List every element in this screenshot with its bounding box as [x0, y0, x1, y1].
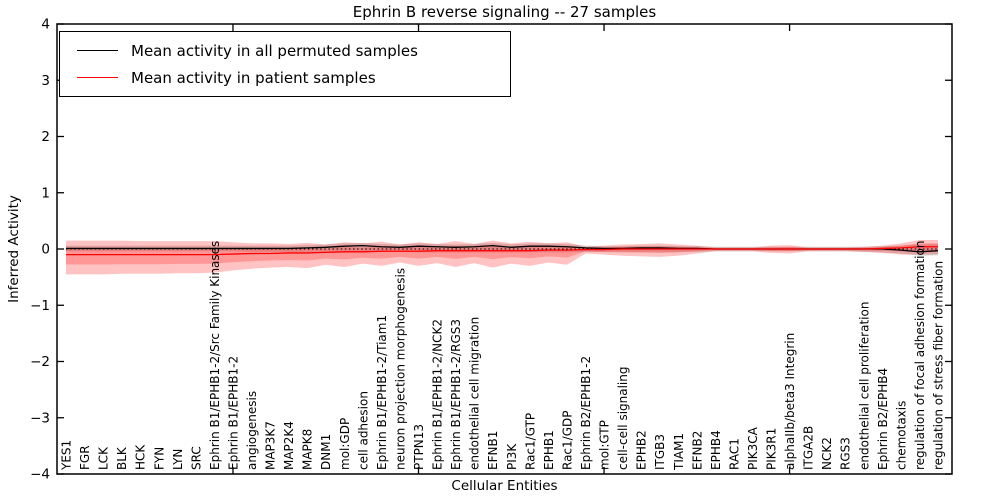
x-category-label: HCK	[134, 444, 148, 470]
x-category-label: endothelial cell migration	[468, 317, 482, 470]
y-tick-label: 2	[41, 129, 50, 145]
legend: Mean activity in all permuted samples Me…	[59, 31, 511, 97]
x-category-label: cell adhesion	[356, 391, 370, 470]
x-category-label: FGR	[78, 445, 92, 470]
x-category-label: regulation of focal adhesion formation	[913, 241, 927, 470]
x-category-label: Rac1/GTP	[523, 413, 537, 470]
x-category-label: PI3K	[505, 443, 519, 470]
x-category-label: neuron projection morphogenesis	[393, 268, 407, 470]
x-category-label: ITGA2B	[802, 426, 816, 470]
x-category-label: RAC1	[727, 438, 741, 470]
y-tick-label: −4	[30, 467, 50, 483]
x-category-label: PIK3R1	[765, 428, 779, 470]
x-category-label: FYN	[152, 447, 166, 470]
x-category-label: chemotaxis	[894, 401, 908, 470]
x-category-label: LCK	[97, 446, 111, 470]
x-category-label: EPHB4	[709, 430, 723, 470]
y-tick-label: −3	[30, 410, 50, 426]
x-category-label: MAP3K7	[264, 421, 278, 470]
x-category-label: PIK3CA	[746, 426, 760, 470]
x-category-label: EPHB1	[542, 430, 556, 470]
x-category-label: Ephrin B1/EPHB1-2/Src Family Kinases	[208, 241, 222, 470]
y-tick-label: −1	[30, 298, 50, 314]
x-category-label: Ephrin B2/EPHB1-2	[579, 356, 593, 470]
x-category-label: TIAM1	[672, 433, 686, 471]
x-category-label: RGS3	[839, 437, 853, 470]
x-category-label: MAP2K4	[282, 421, 296, 470]
x-category-label: BLK	[115, 446, 129, 470]
x-category-label: Ephrin B1/EPHB1-2/RGS3	[449, 319, 463, 470]
legend-item-patient: Mean activity in patient samples	[60, 64, 510, 91]
x-category-label: EPHB2	[635, 430, 649, 470]
x-category-label: NCK2	[820, 437, 834, 470]
x-category-label: endothelial cell proliferation	[857, 302, 871, 470]
legend-label-permuted: Mean activity in all permuted samples	[131, 41, 418, 60]
x-category-label: LYN	[171, 449, 185, 470]
x-category-label: cell-cell signaling	[616, 367, 630, 471]
y-axis-label: Inferred Activity	[6, 195, 22, 303]
x-axis-label: Cellular Entities	[451, 478, 558, 494]
x-category-label: MAPK8	[301, 429, 315, 470]
y-tick-label: 0	[41, 242, 50, 258]
legend-label-patient: Mean activity in patient samples	[131, 68, 376, 87]
chart-title: Ephrin B reverse signaling -- 27 samples	[352, 3, 657, 21]
x-category-label: ITGB3	[653, 434, 667, 470]
legend-line-permuted-icon	[77, 50, 118, 51]
y-tick-label: 3	[41, 73, 50, 89]
legend-line-patient-icon	[77, 77, 118, 78]
x-category-label: angiogenesis	[245, 391, 259, 470]
x-category-label: mol:GDP	[338, 418, 352, 470]
x-category-label: mol:GTP	[598, 420, 612, 470]
x-category-label: DNM1	[319, 434, 333, 470]
x-category-label: PTPN13	[412, 424, 426, 470]
x-category-label: SRC	[189, 446, 203, 470]
x-category-label: regulation of stress fiber formation	[932, 261, 946, 470]
x-category-label: YES1	[60, 440, 74, 471]
x-category-label: Ephrin B2/EPHB4	[876, 368, 890, 470]
patient-mean-line	[66, 246, 938, 256]
x-category-label: EFNB2	[690, 431, 704, 470]
y-tick-label: −2	[30, 354, 50, 370]
x-category-label: Ephrin B1/EPHB1-2/Tiam1	[375, 315, 389, 470]
x-category-label: Ephrin B1/EPHB1-2/NCK2	[431, 319, 445, 470]
x-category-label: EFNB1	[486, 431, 500, 470]
legend-item-permuted: Mean activity in all permuted samples	[60, 37, 510, 64]
x-category-label: Ephrin B1/EPHB1-2	[226, 356, 240, 470]
x-category-label: alphaIIb/beta3 Integrin	[783, 333, 797, 470]
y-tick-label: 1	[41, 185, 50, 201]
x-category-label: Rac1/GDP	[560, 411, 574, 470]
y-tick-label: 4	[41, 17, 50, 33]
